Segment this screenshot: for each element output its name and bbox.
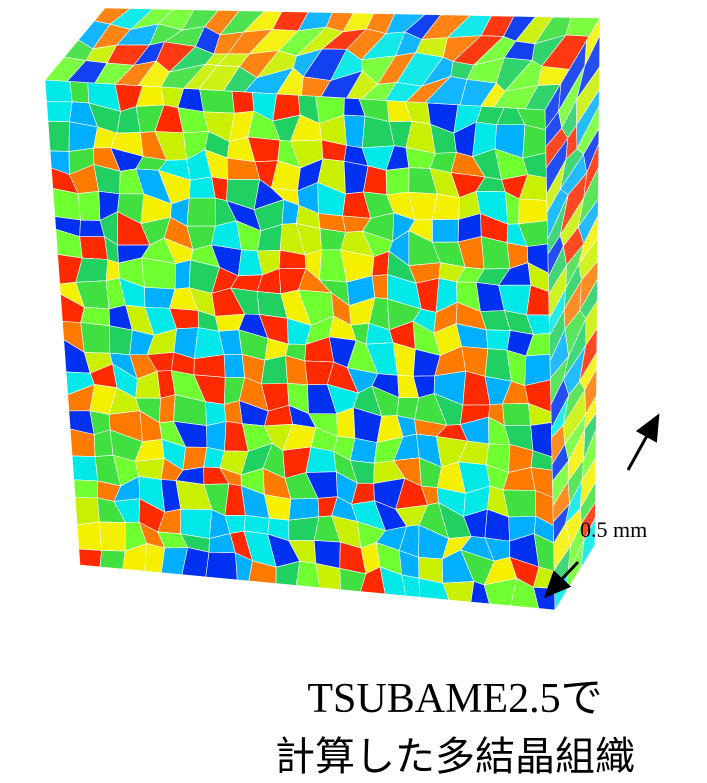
grain <box>432 194 459 220</box>
grain <box>189 177 215 198</box>
grain <box>523 125 546 158</box>
grain <box>77 522 101 551</box>
grain <box>306 447 336 473</box>
grain <box>518 199 547 224</box>
grain <box>142 258 176 289</box>
grain <box>183 447 207 470</box>
scale-arrow <box>628 416 658 470</box>
caption-line: 計算した多結晶組織 <box>275 734 635 780</box>
grain <box>47 102 73 122</box>
polycrystal-cube <box>45 8 600 610</box>
grain <box>289 517 319 541</box>
grain <box>200 89 235 113</box>
grain <box>81 323 110 354</box>
grain <box>261 356 287 384</box>
caption-line: TSUBAME2.5で <box>307 676 602 722</box>
figure: 0.5 mm TSUBAME2.5で 計算した多結晶組織 <box>0 0 707 783</box>
grain <box>350 438 377 463</box>
grain <box>74 480 98 498</box>
grain <box>386 168 409 195</box>
grain <box>94 430 113 457</box>
grain <box>48 121 69 151</box>
grain <box>175 260 190 289</box>
grain <box>69 122 97 152</box>
grain <box>503 490 536 517</box>
grain <box>207 421 227 451</box>
grain <box>78 191 100 220</box>
grain <box>432 219 458 242</box>
grain <box>80 237 108 260</box>
grain <box>224 354 245 377</box>
grain <box>194 355 225 378</box>
grain <box>160 395 176 423</box>
grain <box>181 509 212 538</box>
grain <box>503 403 531 425</box>
grain <box>372 275 388 299</box>
scale-label: 0.5 mm <box>580 517 647 542</box>
grain <box>53 188 81 220</box>
grain <box>289 498 319 520</box>
grain <box>75 498 99 525</box>
grain <box>45 80 72 102</box>
grain <box>486 330 510 350</box>
grain <box>110 326 133 355</box>
grain <box>70 81 89 102</box>
grain <box>187 198 215 226</box>
grain <box>99 522 125 551</box>
grain <box>79 549 102 567</box>
grain <box>106 260 119 281</box>
grain <box>72 456 98 481</box>
grain <box>232 91 254 113</box>
grain <box>100 550 125 569</box>
grain <box>206 552 237 580</box>
grain <box>344 115 365 148</box>
